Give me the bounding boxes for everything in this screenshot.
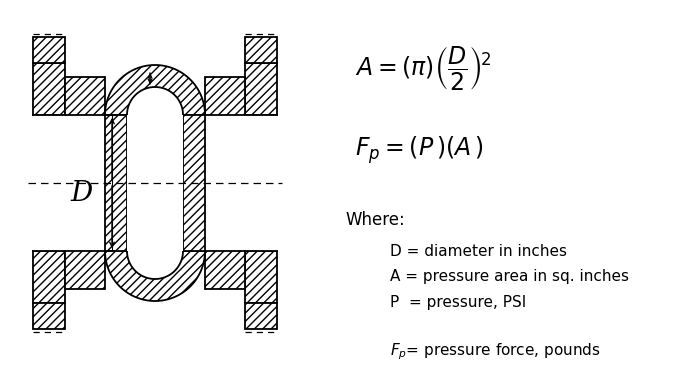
Bar xyxy=(245,303,277,329)
Bar xyxy=(245,37,277,63)
Polygon shape xyxy=(105,115,127,251)
Bar xyxy=(205,115,245,251)
Text: $A = ( \pi )\left(\dfrac{D}{2}\right)^{\!2}$: $A = ( \pi )\left(\dfrac{D}{2}\right)^{\… xyxy=(355,44,491,92)
Text: $F_p$= pressure force, pounds: $F_p$= pressure force, pounds xyxy=(390,342,601,362)
Polygon shape xyxy=(183,115,205,251)
Bar xyxy=(245,115,277,251)
Bar xyxy=(127,115,183,251)
Bar xyxy=(33,251,65,303)
Polygon shape xyxy=(105,65,205,115)
Text: D = diameter in inches: D = diameter in inches xyxy=(390,244,567,259)
Text: $F_p = ( P\, )( A\, )$: $F_p = ( P\, )( A\, )$ xyxy=(355,134,484,166)
Bar xyxy=(65,77,105,115)
Bar xyxy=(205,77,245,115)
Bar xyxy=(205,251,245,289)
Polygon shape xyxy=(105,251,205,301)
Text: P  = pressure, PSI: P = pressure, PSI xyxy=(390,294,526,309)
Bar xyxy=(33,303,65,329)
Bar xyxy=(245,251,277,303)
Bar xyxy=(33,37,65,63)
Text: Where:: Where: xyxy=(345,211,405,229)
Bar xyxy=(33,63,65,115)
Bar xyxy=(33,115,65,251)
Bar xyxy=(65,251,105,289)
Bar xyxy=(245,63,277,115)
Text: A = pressure area in sq. inches: A = pressure area in sq. inches xyxy=(390,269,629,284)
Text: D: D xyxy=(70,180,92,207)
Bar xyxy=(65,115,105,251)
